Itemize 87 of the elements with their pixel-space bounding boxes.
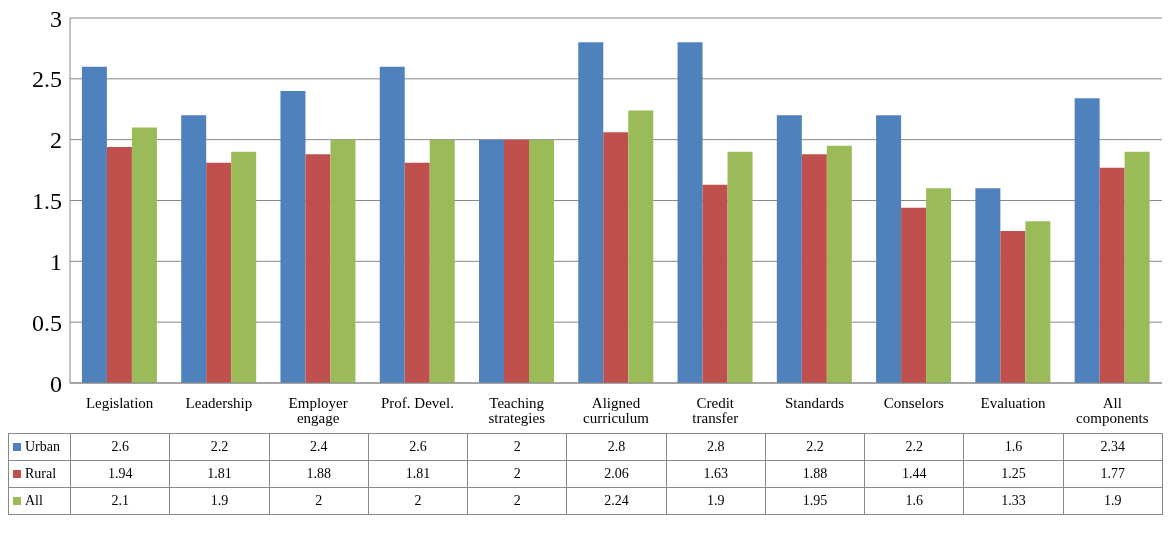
data-label: 1.44 (864, 460, 964, 488)
bar (1124, 151, 1150, 383)
bar (1025, 221, 1051, 383)
bar (404, 162, 430, 383)
data-label: 2.24 (566, 487, 667, 515)
data-label: 1.81 (169, 460, 270, 488)
data-label: 1.81 (368, 460, 468, 488)
data-label: 2.8 (566, 433, 667, 461)
bar (529, 139, 554, 383)
data-label: 1.9 (666, 487, 766, 515)
bar (677, 42, 703, 383)
bar (280, 91, 306, 383)
data-label: 1.25 (963, 460, 1064, 488)
data-label: 2 (467, 487, 567, 515)
data-label: 1.94 (70, 460, 170, 488)
data-label: 2.1 (70, 487, 170, 515)
bar (727, 151, 753, 383)
data-label: 1.77 (1063, 460, 1163, 488)
bar (702, 184, 728, 383)
x-tick-label: Aligned curriculum (583, 394, 650, 426)
data-label: 1.88 (765, 460, 865, 488)
x-tick-label: Legislation (85, 394, 154, 411)
bar (81, 66, 107, 383)
data-label: 2.4 (269, 433, 369, 461)
x-tick-label: Evaluation (980, 394, 1047, 411)
data-label: 2.34 (1063, 433, 1163, 461)
y-tick-label: 3 (50, 5, 62, 32)
data-label: 2.6 (70, 433, 170, 461)
bar (578, 42, 604, 383)
data-label: 2 (269, 487, 369, 515)
bar (801, 154, 827, 383)
data-label: 2.8 (666, 433, 766, 461)
data-label: 1.9 (1063, 487, 1163, 515)
y-tick-label: 2.5 (32, 66, 62, 93)
bar (876, 115, 902, 383)
bar (776, 115, 802, 383)
y-tick-label: 0 (50, 370, 62, 397)
bar (131, 127, 157, 383)
data-label: 1.63 (666, 460, 766, 488)
data-label: 1.95 (765, 487, 865, 515)
data-label: 2 (467, 460, 567, 488)
y-tick-label: 1.5 (32, 188, 62, 215)
x-tick-label: Teaching strategies (488, 394, 546, 426)
data-label: 1.9 (169, 487, 270, 515)
x-tick-label: Employer engage (288, 394, 348, 426)
bar (330, 139, 356, 383)
bar (901, 207, 927, 383)
x-tick-label: Prof. Devel. (381, 394, 454, 411)
bar (1000, 230, 1026, 383)
data-label: 2 (368, 487, 468, 515)
data-label: 1.33 (963, 487, 1064, 515)
bar (1074, 98, 1100, 383)
data-label: 1.6 (864, 487, 964, 515)
x-tick-label: Credit transfer (692, 394, 739, 426)
bar (975, 188, 1001, 383)
y-tick-label: 1 (50, 248, 62, 275)
data-label: 1.6 (963, 433, 1064, 461)
legend-label: Rural (8, 460, 71, 488)
y-tick-label: 2 (50, 127, 62, 154)
bar (926, 188, 952, 383)
bar (826, 145, 852, 383)
bar (479, 139, 504, 383)
bar (206, 162, 232, 383)
bar (231, 151, 257, 383)
data-label: 2.06 (566, 460, 667, 488)
x-tick-label: All components (1076, 394, 1149, 426)
bar (379, 66, 405, 383)
data-label: 2.2 (765, 433, 865, 461)
x-tick-label: Conselors (883, 394, 944, 411)
legend-label: All (8, 487, 71, 515)
bar (603, 132, 629, 383)
legend-label: Urban (8, 433, 71, 461)
bar (504, 139, 529, 383)
data-label: 2 (467, 433, 567, 461)
bar (1099, 167, 1125, 383)
data-label: 2.6 (368, 433, 468, 461)
data-label: 2.2 (864, 433, 964, 461)
data-label: 1.88 (269, 460, 369, 488)
bar (106, 146, 132, 383)
bar (628, 110, 654, 383)
bar (305, 154, 331, 383)
x-tick-label: Standards (784, 394, 845, 411)
bar (181, 115, 207, 383)
data-label: 2.2 (169, 433, 270, 461)
x-tick-label: Leadership (185, 394, 253, 411)
bar (429, 139, 455, 383)
y-tick-label: 0.5 (32, 309, 62, 336)
